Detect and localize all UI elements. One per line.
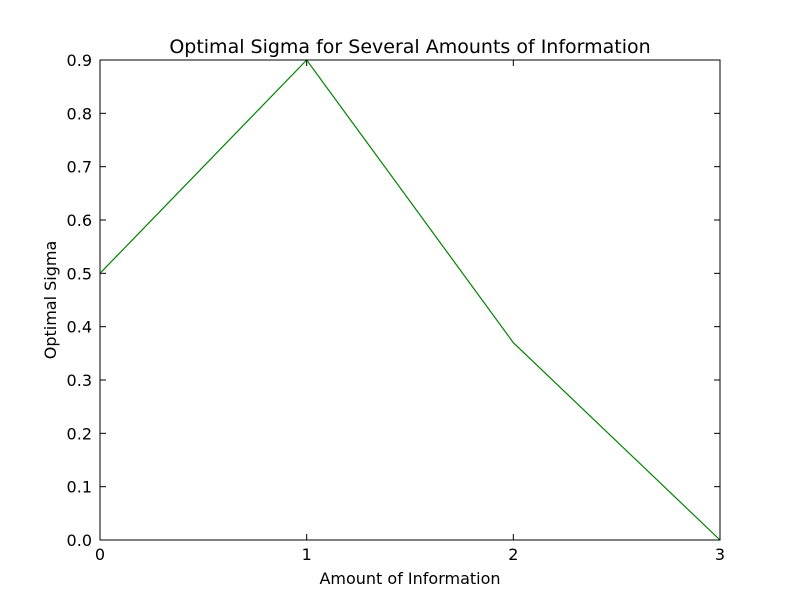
x-tick-label: 1 bbox=[302, 545, 312, 564]
y-tick-label: 0.6 bbox=[67, 211, 92, 230]
ticks-layer: 0 1 2 3 0.0 0.1 0.2 0.3 0.4 0.5 0.6 0.7 0.8 0.9 bbox=[67, 51, 726, 564]
y-axis-label: Optimal Sigma bbox=[41, 241, 60, 360]
series-line-optimal-sigma bbox=[100, 60, 720, 540]
x-tick-label: 2 bbox=[508, 545, 518, 564]
chart-title: Optimal Sigma for Several Amounts of Inf… bbox=[169, 36, 650, 58]
series-layer bbox=[100, 60, 720, 540]
y-tick-label: 0.3 bbox=[67, 371, 92, 390]
y-tick-label: 0.8 bbox=[67, 104, 92, 123]
x-tick-label: 0 bbox=[95, 545, 105, 564]
x-tick-label: 3 bbox=[715, 545, 725, 564]
y-tick-label: 0.7 bbox=[67, 158, 92, 177]
y-tick-label: 0.4 bbox=[67, 318, 92, 337]
plot-frame bbox=[100, 60, 720, 540]
x-axis-label: Amount of Information bbox=[319, 569, 500, 588]
y-tick-label: 0.9 bbox=[67, 51, 92, 70]
y-tick-label: 0.0 bbox=[67, 531, 92, 550]
y-tick-label: 0.2 bbox=[67, 424, 92, 443]
y-tick-label: 0.1 bbox=[67, 478, 92, 497]
y-tick-label: 0.5 bbox=[67, 264, 92, 283]
